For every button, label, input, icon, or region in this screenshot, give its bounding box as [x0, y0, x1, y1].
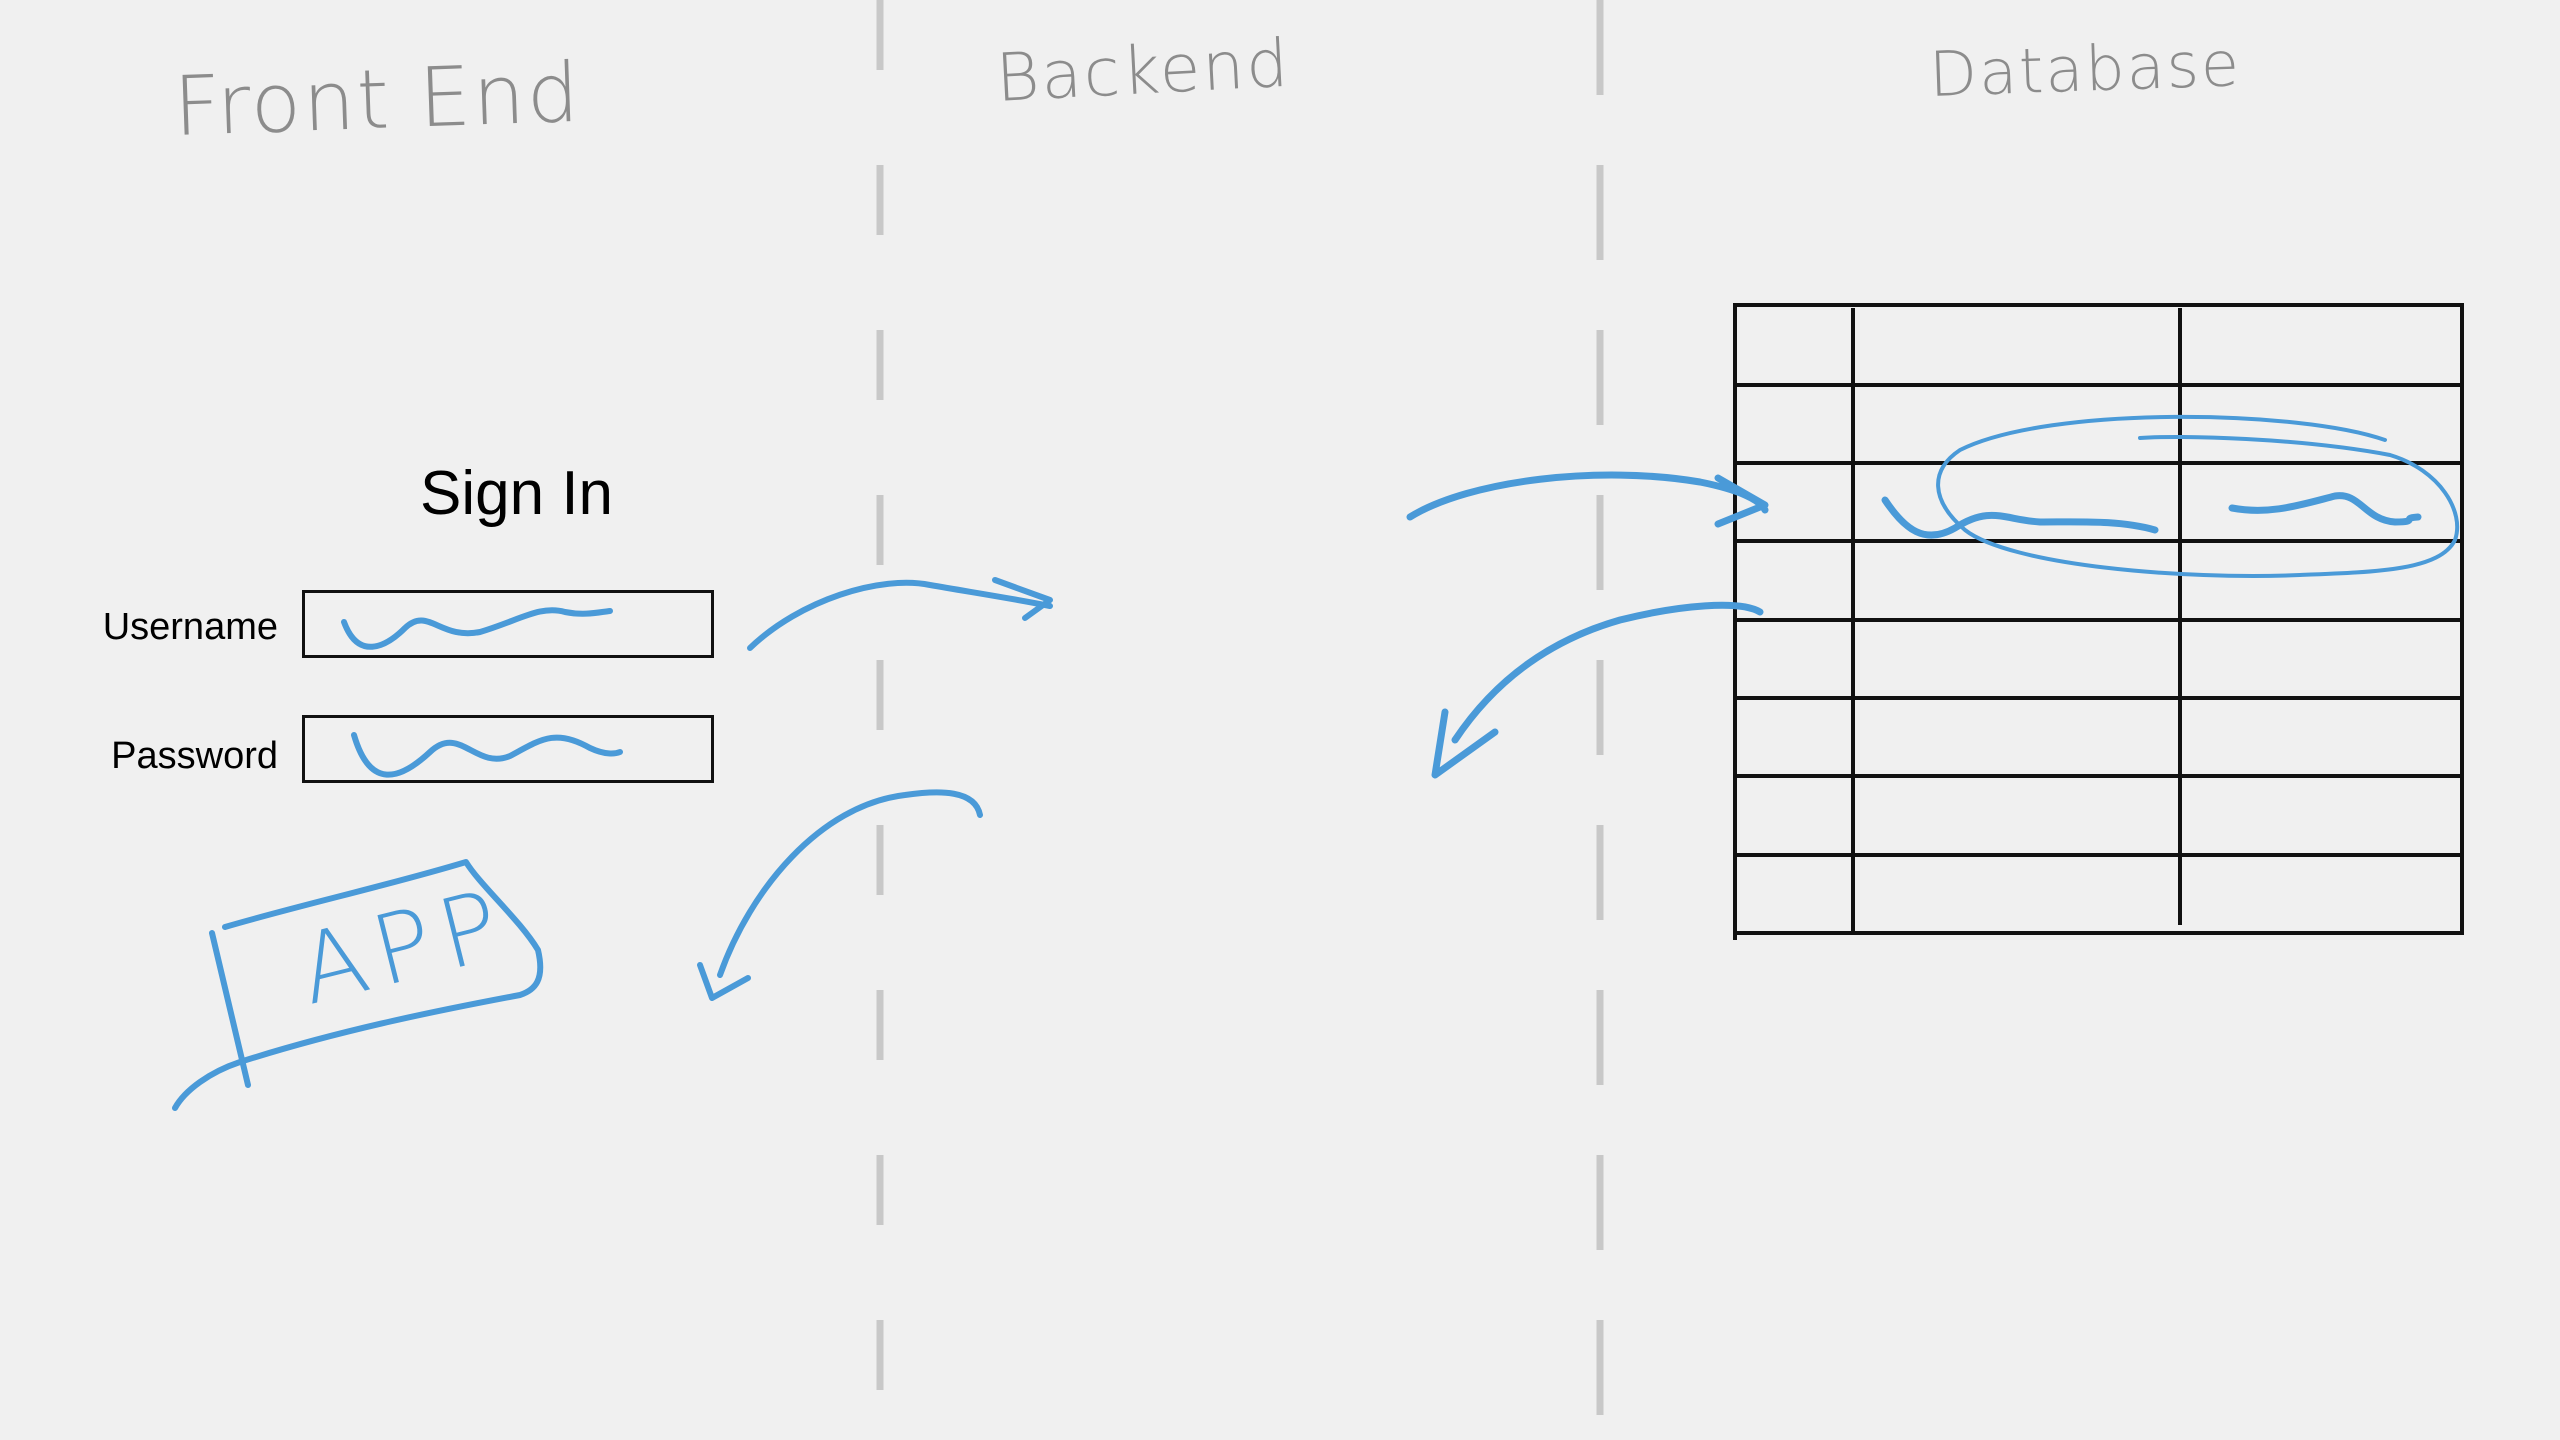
- arrow-database-to-backend: [1431, 601, 1764, 779]
- database-table: [1733, 303, 2464, 940]
- database-row-scribble-1: [1881, 496, 2159, 539]
- column-title-frontend: Front End: [172, 45, 583, 155]
- database-row-scribble-2: [2228, 492, 2422, 526]
- username-label: Username: [102, 606, 278, 648]
- signin-title: Sign In: [420, 459, 614, 528]
- password-scribble: [351, 732, 623, 778]
- arrow-backend-to-frontend: [697, 789, 983, 1001]
- arrow-backend-to-database: [1406, 471, 1769, 528]
- arrow-frontend-to-backend: [747, 577, 1053, 651]
- column-title-database: Database: [1928, 27, 2243, 111]
- password-label: Password: [111, 735, 278, 777]
- username-field[interactable]: [302, 590, 714, 658]
- username-scribble: [341, 607, 613, 650]
- database-row-highlight-circle: [1936, 414, 2460, 578]
- password-field[interactable]: [302, 715, 714, 783]
- app-tag-outline: [172, 859, 544, 1111]
- column-title-backend: Backend: [994, 24, 1292, 117]
